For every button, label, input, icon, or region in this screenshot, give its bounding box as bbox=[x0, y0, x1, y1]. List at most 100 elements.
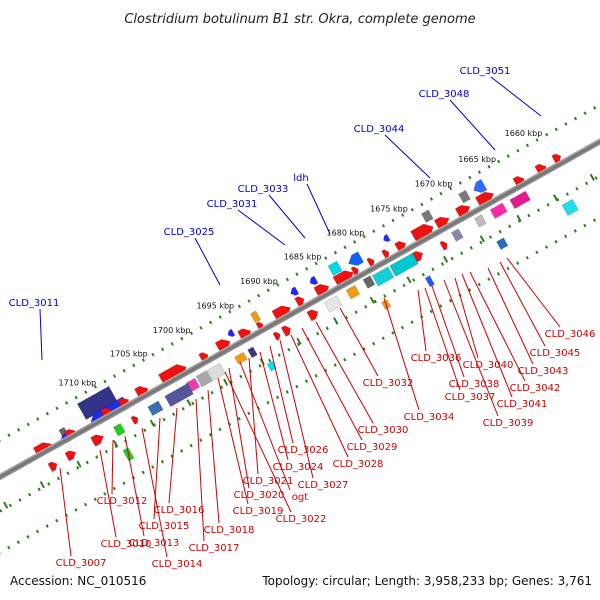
lower-gene-label[interactable]: CLD_3038 bbox=[449, 379, 500, 390]
scale-tick bbox=[223, 378, 229, 386]
scale-tick bbox=[479, 235, 485, 243]
upper-gene-label[interactable]: CLD_3031 bbox=[207, 199, 258, 210]
lower-gene-label[interactable]: CLD_3019 bbox=[233, 506, 284, 517]
scale-tick-label: 1665 kbp bbox=[458, 155, 496, 164]
gene-feature bbox=[509, 190, 531, 209]
lower-leader-line bbox=[224, 371, 292, 513]
lower-gene-label[interactable]: CLD_3040 bbox=[463, 360, 514, 371]
lower-leader-line bbox=[279, 339, 314, 479]
gene-arrow-reverse bbox=[473, 178, 488, 193]
scale-tick bbox=[39, 481, 45, 489]
upper-gene-label[interactable]: CLD_3051 bbox=[460, 66, 511, 77]
gene-arrow-forward bbox=[90, 434, 104, 447]
lower-gene-label[interactable]: CLD_3042 bbox=[510, 383, 561, 394]
lower-gene-label[interactable]: ogt bbox=[292, 492, 308, 503]
upper-gene-label[interactable]: CLD_3044 bbox=[354, 124, 405, 135]
lower-gene-label[interactable]: CLD_3024 bbox=[273, 462, 324, 473]
lower-gene-label[interactable]: CLD_3030 bbox=[358, 425, 409, 436]
lower-leader-line bbox=[487, 267, 534, 365]
upper-leader-line bbox=[268, 194, 306, 239]
upper-gene-label[interactable]: CLD_3033 bbox=[238, 184, 289, 195]
upper-leader-line bbox=[449, 99, 496, 151]
genome-backbone bbox=[0, 99, 600, 515]
lower-gene-label[interactable]: CLD_3041 bbox=[497, 399, 548, 410]
lower-leader-line bbox=[195, 398, 205, 542]
scale-tick bbox=[406, 276, 412, 284]
lower-leader-line bbox=[383, 297, 420, 411]
lower-gene-label[interactable]: CLD_3032 bbox=[363, 378, 414, 389]
gene-feature bbox=[389, 252, 419, 277]
gene-arrow-forward bbox=[272, 331, 281, 341]
lower-gene-label[interactable]: CLD_3026 bbox=[278, 445, 329, 456]
scale-tick-label: 1695 kbp bbox=[196, 301, 234, 310]
lower-leader-line bbox=[339, 307, 379, 377]
gene-feature bbox=[323, 295, 343, 313]
lower-gene-label[interactable]: CLD_3039 bbox=[483, 418, 534, 429]
gene-arrow-forward bbox=[280, 325, 291, 337]
scale-tick-label: 1660 kbp bbox=[505, 129, 543, 138]
scale-tick bbox=[186, 399, 192, 407]
lower-leader-line bbox=[506, 257, 561, 328]
lower-gene-label[interactable]: CLD_3007 bbox=[56, 558, 107, 569]
map-title: Clostridium botulinum B1 str. Okra, comp… bbox=[124, 12, 475, 27]
gene-feature bbox=[195, 370, 213, 388]
lower-gene-label[interactable]: CLD_3036 bbox=[411, 353, 462, 364]
lower-leader-line bbox=[461, 273, 513, 398]
scale-tick-label: 1700 kbp bbox=[153, 326, 191, 335]
gene-feature bbox=[327, 260, 343, 276]
topology-text: Topology: circular; Length: 3,958,233 bp… bbox=[262, 574, 592, 588]
lower-gene-label[interactable]: CLD_3015 bbox=[139, 521, 190, 532]
lower-gene-label[interactable]: CLD_3012 bbox=[97, 496, 148, 507]
scale-tick bbox=[149, 419, 155, 427]
lower-gene-label[interactable]: CLD_3045 bbox=[530, 348, 581, 359]
gene-arrow-reverse bbox=[309, 275, 319, 286]
lower-leader-line bbox=[454, 277, 479, 359]
gene-feature bbox=[345, 285, 361, 300]
lower-gene-label[interactable]: CLD_3018 bbox=[204, 525, 255, 536]
lower-leader-line bbox=[443, 279, 499, 417]
lower-gene-label[interactable]: CLD_3016 bbox=[154, 505, 205, 516]
lower-gene-label[interactable]: CLD_3013 bbox=[129, 538, 180, 549]
lower-leader-line bbox=[315, 321, 374, 424]
upper-scale-row bbox=[0, 72, 600, 486]
gene-arrow-forward bbox=[381, 249, 390, 260]
lower-scale-row-2 bbox=[0, 158, 600, 571]
lower-leader-line bbox=[217, 377, 249, 505]
scale-tick bbox=[553, 194, 559, 202]
gene-feature bbox=[451, 228, 464, 242]
upper-gene-label[interactable]: CLD_3025 bbox=[164, 227, 215, 238]
lower-gene-label[interactable]: CLD_3028 bbox=[333, 459, 384, 470]
lower-leader-line bbox=[153, 417, 161, 520]
gene-feature bbox=[164, 383, 194, 408]
lower-gene-label[interactable]: CLD_3014 bbox=[152, 559, 203, 570]
upper-gene-label[interactable]: ldh bbox=[293, 173, 308, 184]
lower-gene-label[interactable]: CLD_3017 bbox=[189, 543, 240, 554]
lower-leader-line bbox=[99, 449, 117, 538]
lower-leader-line bbox=[259, 351, 289, 461]
upper-gene-label[interactable]: CLD_3011 bbox=[9, 298, 60, 309]
lower-leader-line bbox=[469, 271, 526, 382]
lower-gene-label[interactable]: CLD_3020 bbox=[234, 490, 285, 501]
lower-gene-label[interactable]: CLD_3021 bbox=[243, 476, 294, 487]
lower-leader-line bbox=[207, 389, 220, 524]
gene-arrow-forward bbox=[64, 450, 77, 462]
gene-feature bbox=[113, 422, 126, 437]
gene-arrow-reverse bbox=[227, 328, 236, 337]
lower-gene-label[interactable]: CLD_3027 bbox=[298, 480, 349, 491]
lower-gene-label[interactable]: CLD_3046 bbox=[545, 329, 596, 340]
gene-arrow-reverse bbox=[348, 251, 364, 266]
lower-gene-label[interactable]: CLD_3029 bbox=[347, 442, 398, 453]
gene-feature bbox=[250, 310, 261, 323]
upper-gene-label[interactable]: CLD_3048 bbox=[419, 89, 470, 100]
gene-arrow-forward bbox=[306, 309, 319, 322]
lower-gene-label[interactable]: CLD_3037 bbox=[445, 392, 496, 403]
lower-gene-label[interactable]: CLD_3043 bbox=[518, 366, 569, 377]
accession-text: Accession: NC_010516 bbox=[10, 574, 147, 588]
lower-leader-line bbox=[269, 345, 294, 444]
lower-gene-label[interactable]: CLD_3022 bbox=[276, 514, 327, 525]
scale-tick-label: 1670 kbp bbox=[415, 179, 453, 188]
lower-gene-label[interactable]: CLD_3010 bbox=[101, 539, 152, 550]
scale-tick-label: 1685 kbp bbox=[284, 253, 322, 262]
lower-gene-label[interactable]: CLD_3034 bbox=[404, 412, 455, 423]
scale-tick-label: 1710 kbp bbox=[59, 379, 97, 388]
